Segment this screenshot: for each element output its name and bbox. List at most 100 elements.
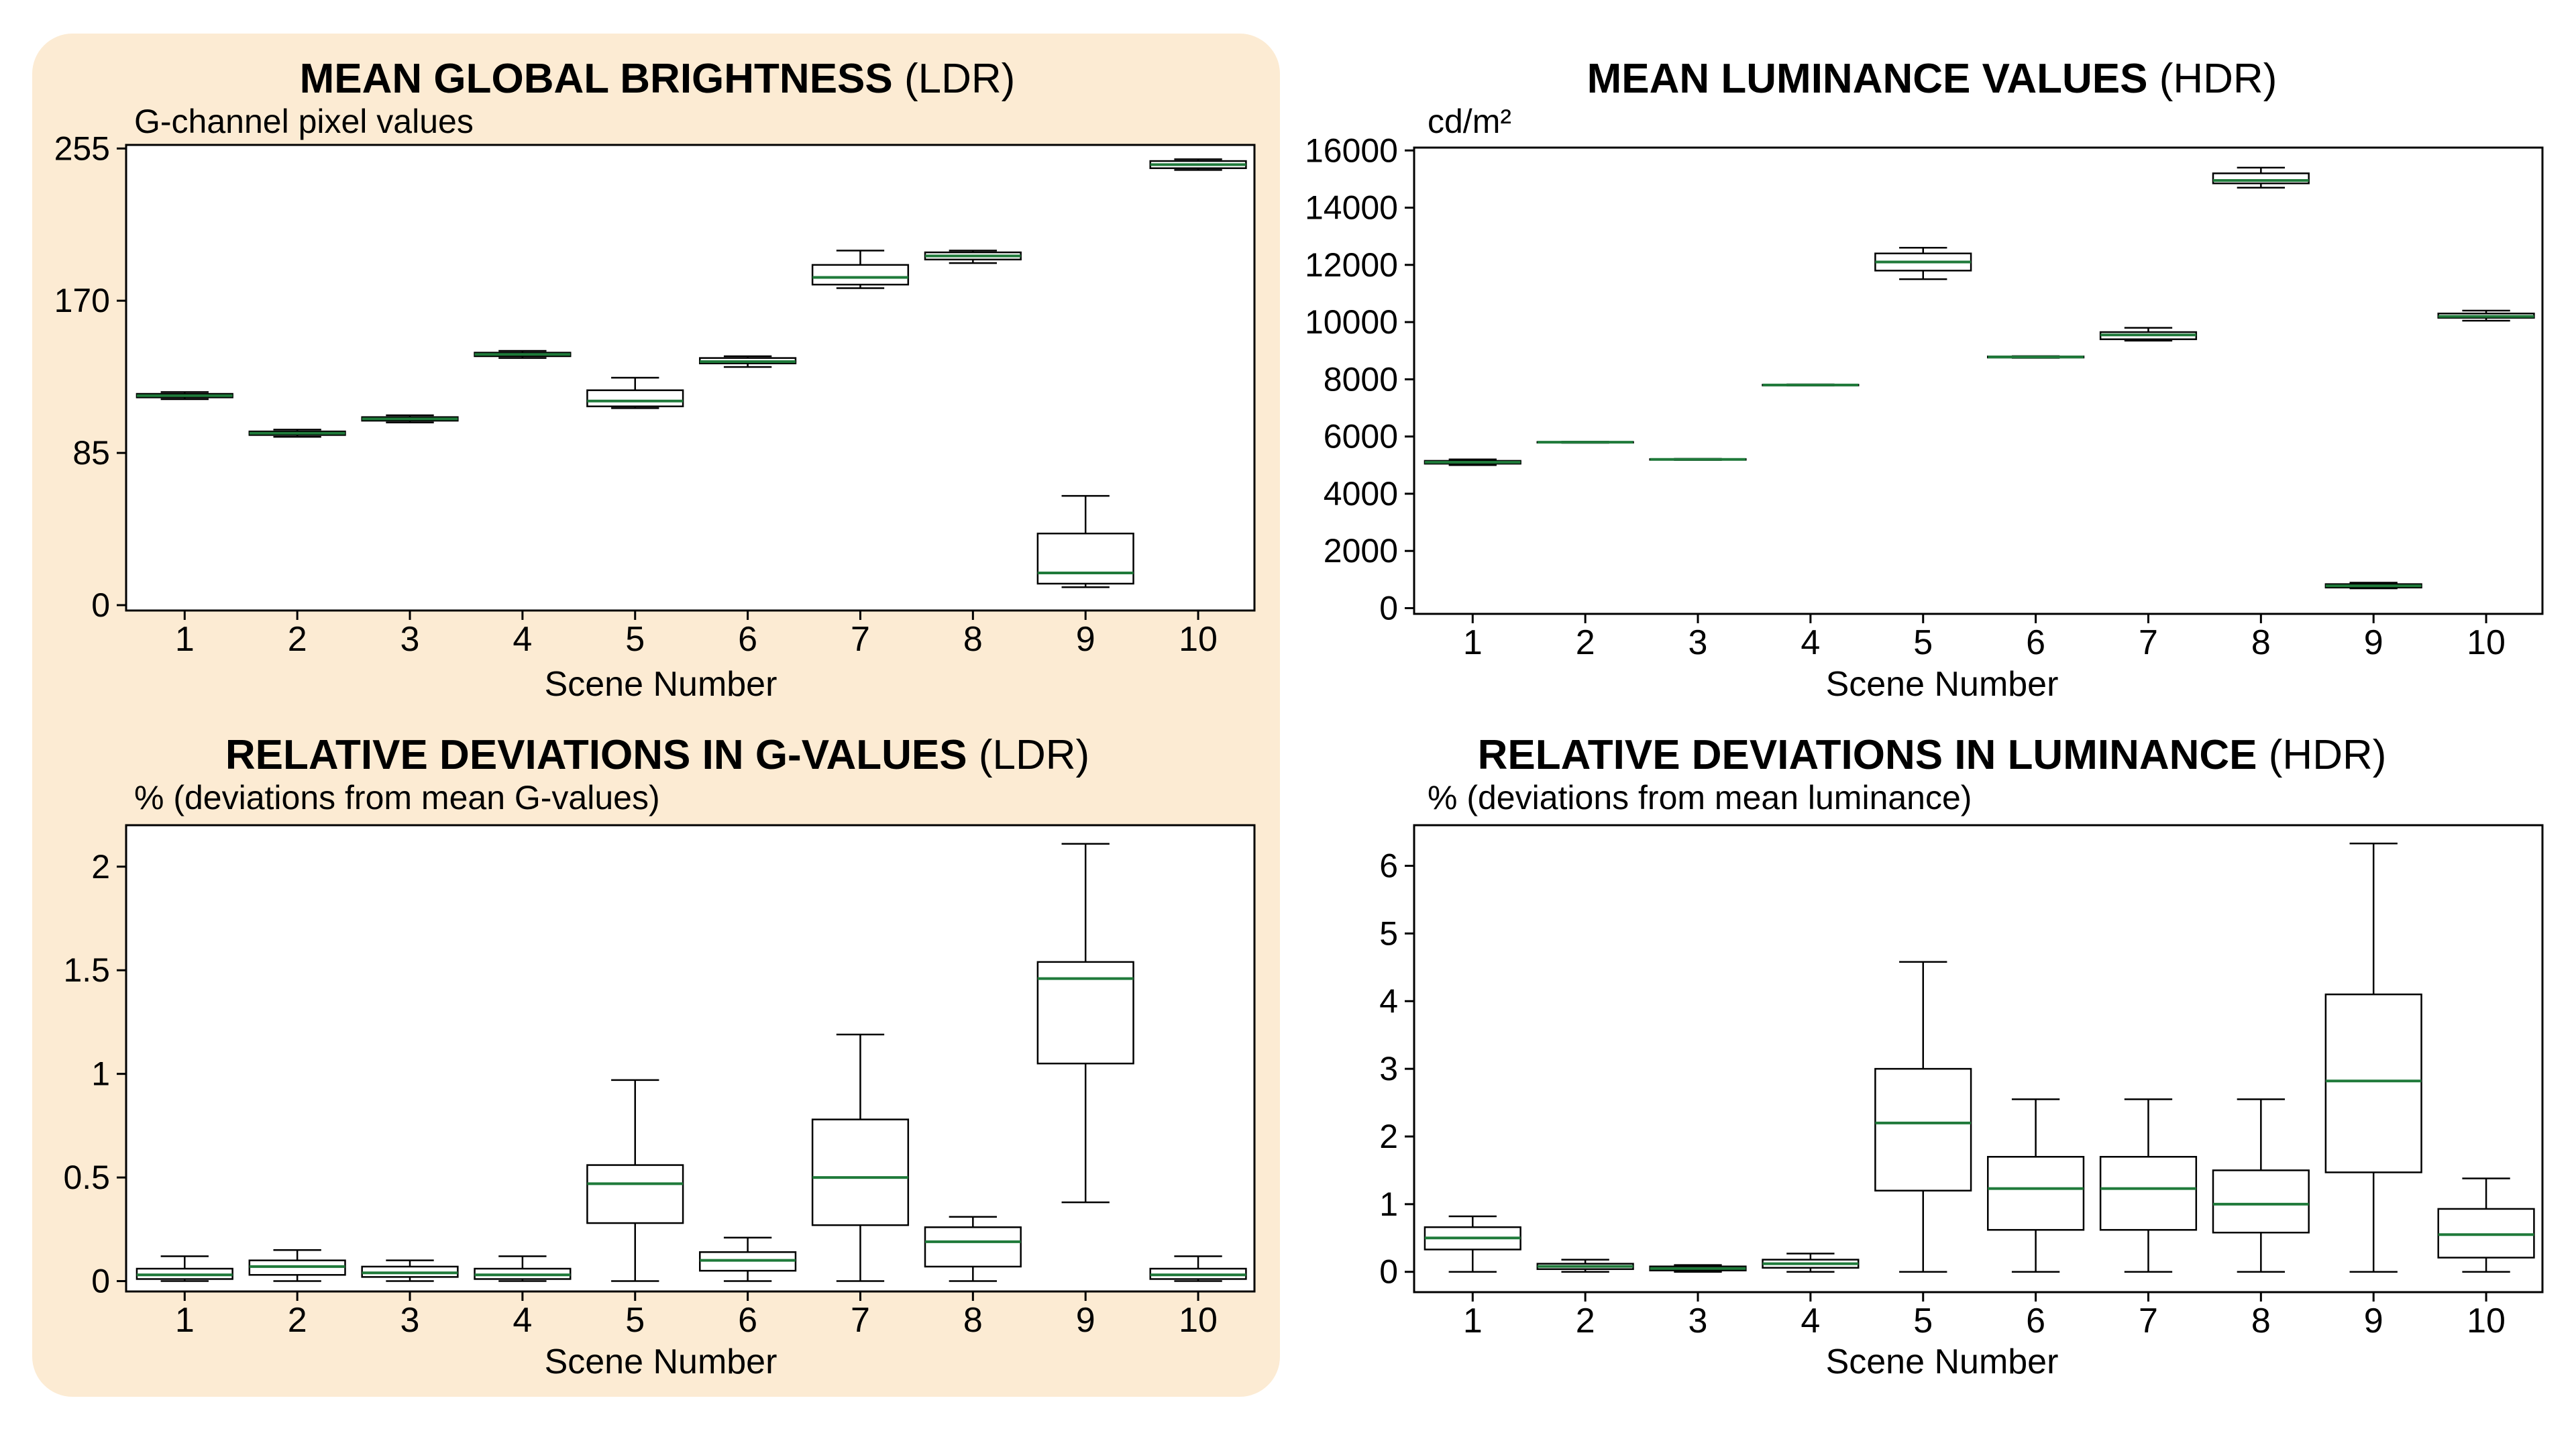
x-tick-label: 6 xyxy=(2026,1302,2045,1340)
y-tick-label: 6 xyxy=(1379,847,1398,885)
chart-title: MEAN LUMINANCE VALUES (HDR) xyxy=(1288,55,2576,103)
iqr-box xyxy=(2099,1156,2198,1231)
box-plot-scene-3 xyxy=(1649,1264,1747,1273)
box-plot-scene-1 xyxy=(1424,1215,1521,1273)
box-plot-scene-10 xyxy=(1149,158,1247,171)
y-unit-label: cd/m² xyxy=(1428,103,1511,140)
iqr-box xyxy=(2212,172,2310,184)
chart-title: MEAN GLOBAL BRIGHTNESS (LDR) xyxy=(0,55,1315,103)
chart-title-suffix: (LDR) xyxy=(978,732,1090,778)
x-tick-label: 8 xyxy=(2251,1302,2271,1340)
chart-title-bold: MEAN GLOBAL BRIGHTNESS xyxy=(299,56,893,102)
box-plot-scene-8 xyxy=(2212,166,2310,189)
x-tick-label: 7 xyxy=(2139,1302,2158,1340)
box-plot-scene-4 xyxy=(474,1255,572,1282)
box-plot-scene-6 xyxy=(699,355,797,368)
x-tick-label: 4 xyxy=(513,1301,532,1340)
x-tick-label: 9 xyxy=(2364,623,2383,662)
box-plot-scene-2 xyxy=(1536,441,1634,444)
x-tick-label: 5 xyxy=(625,1301,645,1340)
x-tick-label: 2 xyxy=(1576,623,1595,662)
x-axis-title: Scene Number xyxy=(1825,1342,2059,1381)
y-unit-label: % (deviations from mean G-values) xyxy=(134,779,660,816)
y-tick-label: 0 xyxy=(91,586,110,624)
box-plot-scene-2 xyxy=(248,429,346,438)
x-tick-label: 9 xyxy=(2364,1302,2383,1340)
iqr-box xyxy=(2212,1169,2310,1234)
x-tick-label: 10 xyxy=(1179,1301,1218,1340)
y-tick-label: 1 xyxy=(1379,1185,1398,1223)
y-tick-label: 1 xyxy=(91,1055,110,1093)
y-tick-label: 0 xyxy=(1379,589,1398,627)
box-plot-scene-10 xyxy=(2437,309,2535,322)
iqr-box xyxy=(2324,993,2422,1173)
chart-plot-area: 0 0.5 1 1.5 2 1 2 3 4 5 6 7 8 9 10 xyxy=(63,824,1256,1340)
x-tick-label: 9 xyxy=(1076,620,1095,659)
x-tick-label: 4 xyxy=(513,620,532,659)
box-plot-scene-4 xyxy=(1762,383,1860,386)
box-plot-scene-5 xyxy=(1874,961,1972,1273)
x-tick-label: 3 xyxy=(1688,623,1708,662)
iqr-box xyxy=(2437,1208,2535,1259)
y-tick-label: 2 xyxy=(91,848,110,886)
y-tick-label: 85 xyxy=(72,434,110,472)
x-tick-label: 6 xyxy=(738,620,757,659)
x-tick-label: 8 xyxy=(963,620,983,659)
chart-plot-area: 0 85 170 255 1 2 3 4 5 6 7 8 9 10 xyxy=(54,129,1256,659)
x-tick-label: 3 xyxy=(400,1301,420,1340)
y-unit-label: G-channel pixel values xyxy=(134,103,474,140)
x-tick-label: 5 xyxy=(625,620,645,659)
x-tick-label: 8 xyxy=(2251,623,2271,662)
x-tick-label: 2 xyxy=(1576,1302,1595,1340)
y-tick-label: 4 xyxy=(1379,982,1398,1020)
box-plot-scene-3 xyxy=(361,414,459,423)
box-plot-scene-5 xyxy=(1874,246,1972,280)
y-tick-label: 2000 xyxy=(1324,532,1398,570)
box-plot-scene-6 xyxy=(1987,1098,2085,1273)
box-plot-scene-9 xyxy=(1036,494,1134,588)
x-tick-label: 6 xyxy=(738,1301,757,1340)
x-tick-label: 10 xyxy=(2467,1302,2506,1340)
chart-title-suffix: (HDR) xyxy=(2159,56,2277,102)
x-tick-label: 1 xyxy=(1463,1302,1483,1340)
x-tick-label: 10 xyxy=(1179,620,1218,659)
box-plot-scene-9 xyxy=(1036,843,1134,1204)
x-tick-label: 5 xyxy=(1913,623,1933,662)
box-plot-scene-2 xyxy=(1536,1259,1634,1273)
y-tick-label: 170 xyxy=(54,282,110,319)
y-tick-label: 3 xyxy=(1379,1050,1398,1088)
x-tick-label: 1 xyxy=(175,1301,195,1340)
y-tick-label: 14000 xyxy=(1305,189,1398,227)
chart-title: RELATIVE DEVIATIONS IN G-VALUES (LDR) xyxy=(0,731,1315,779)
iqr-box xyxy=(586,1164,684,1224)
box-plot-scene-7 xyxy=(2099,327,2198,342)
y-tick-label: 10000 xyxy=(1305,303,1398,341)
relative-deviations-g-values-chart: RELATIVE DEVIATIONS IN G-VALUES (LDR) % … xyxy=(0,711,1288,1429)
chart-title: RELATIVE DEVIATIONS IN LUMINANCE (HDR) xyxy=(1288,731,2576,779)
iqr-box xyxy=(586,389,684,407)
x-axis-title: Scene Number xyxy=(544,665,777,704)
y-tick-label: 8000 xyxy=(1324,360,1398,398)
y-tick-label: 5 xyxy=(1379,914,1398,952)
box-plot-scene-7 xyxy=(811,250,910,289)
chart-title-bold: MEAN LUMINANCE VALUES xyxy=(1587,56,2148,102)
box-plot-scene-6 xyxy=(1987,355,2085,359)
box-plot-scene-1 xyxy=(136,391,233,401)
iqr-box xyxy=(924,1226,1022,1268)
iqr-box xyxy=(1036,532,1134,585)
x-tick-label: 8 xyxy=(963,1301,983,1340)
plot-frame xyxy=(1413,146,2544,615)
box-plot-scene-6 xyxy=(699,1236,797,1282)
chart-title-suffix: (HDR) xyxy=(2268,732,2387,778)
y-tick-label: 0.5 xyxy=(63,1159,110,1196)
y-tick-label: 0 xyxy=(1379,1253,1398,1291)
box-plot-scene-10 xyxy=(1149,1255,1247,1282)
y-tick-label: 255 xyxy=(54,129,110,167)
x-tick-label: 9 xyxy=(1076,1301,1095,1340)
x-axis-title: Scene Number xyxy=(1825,665,2059,704)
x-tick-label: 2 xyxy=(288,620,307,659)
box-plot-scene-4 xyxy=(1762,1253,1860,1273)
x-tick-label: 2 xyxy=(288,1301,307,1340)
iqr-box xyxy=(1874,1067,1972,1192)
y-tick-label: 2 xyxy=(1379,1118,1398,1155)
